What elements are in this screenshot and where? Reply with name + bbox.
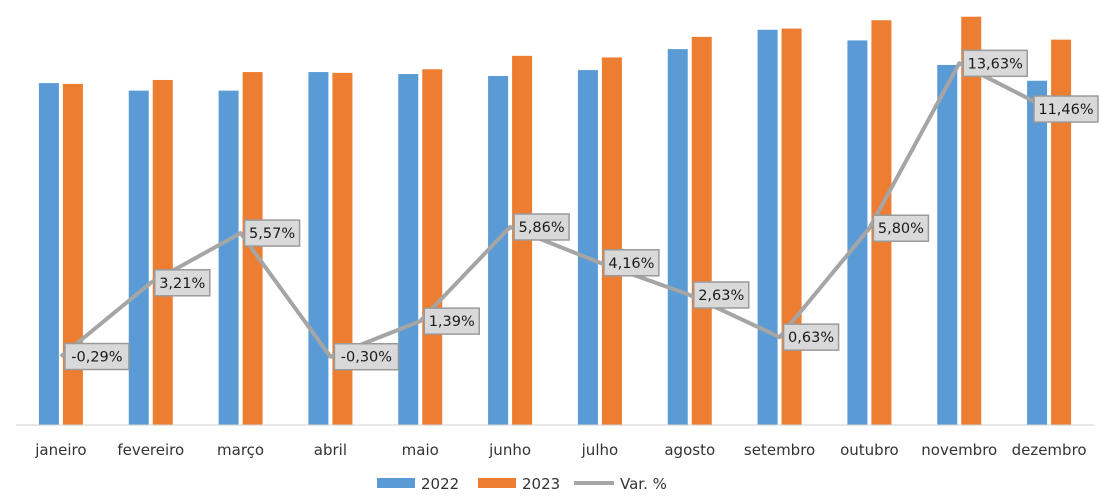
bar-2022-abril (308, 72, 329, 426)
legend-swatch (377, 478, 415, 488)
category-label: dezembro (1012, 441, 1087, 459)
data-label-text: 2,63% (698, 288, 744, 304)
legend: 2022 2023 Var. % (377, 475, 667, 493)
data-label-text: 5,57% (249, 226, 295, 242)
data-label-novembro: 13,63% (962, 49, 1028, 78)
category-label: fevereiro (117, 441, 184, 459)
data-label-junho: 5,86% (513, 213, 570, 241)
bar-2022-fevereiro (128, 90, 149, 425)
bar-2022-setembro (757, 29, 778, 426)
data-label-box (154, 269, 211, 297)
bar-2023-fevereiro (152, 79, 173, 425)
bar-2022-maio (398, 74, 419, 426)
category-label: janeiro (34, 441, 86, 459)
data-label-box (333, 342, 400, 371)
category-label: outubro (840, 441, 899, 459)
data-label-text: 13,63% (968, 56, 1023, 72)
bar-2022-dezembro (1027, 80, 1048, 425)
category-label: julho (581, 441, 619, 459)
category-label: setembro (744, 441, 815, 459)
data-label-abril: -0,30% (333, 342, 400, 371)
bar-2023-agosto (691, 36, 712, 425)
legend-label: 2022 (421, 475, 459, 493)
data-label-box (782, 323, 840, 351)
data-label-text: 5,86% (519, 220, 565, 236)
bar-2023-novembro (961, 16, 982, 425)
data-label-setembro: 0,63% (782, 323, 840, 351)
bar-2023-abril (332, 72, 353, 425)
variation-line (59, 61, 1050, 359)
bar-2023-setembro (781, 28, 802, 425)
legend-swatch (478, 478, 516, 488)
data-label-text: -0,30% (341, 350, 392, 366)
bar-2022-outubro (847, 40, 868, 425)
legend-item-Var. %: Var. % (574, 475, 667, 493)
data-label-text: 11,46% (1038, 102, 1093, 118)
category-label: março (217, 441, 264, 459)
category-label: maio (402, 441, 439, 459)
bar-2023-maio (422, 69, 443, 426)
data-label-box (64, 342, 130, 371)
category-label: novembro (921, 441, 997, 459)
variation-data-labels: -0,29% 3,21% 5,57% -0,30% 1,39% 5,86% 4,16% 2,6… (64, 49, 1099, 371)
data-label-agosto: 2,63% (693, 281, 750, 309)
category-label: agosto (664, 441, 715, 459)
legend-label: 2023 (522, 475, 560, 493)
bar-2022-julho (577, 70, 598, 426)
bar-2022-agosto (667, 49, 688, 425)
bar-2022-março (218, 90, 239, 425)
data-label-box (962, 49, 1028, 78)
legend-label: Var. % (620, 475, 667, 493)
data-label-dezembro: 11,46% (1033, 95, 1099, 123)
bars-layer (38, 16, 1072, 426)
data-label-outubro: 5,80% (872, 214, 930, 242)
data-label-maio: 1,39% (423, 307, 480, 335)
data-label-janeiro: -0,29% (64, 342, 130, 371)
data-label-text: 4,16% (608, 256, 654, 272)
bar-2023-julho (601, 57, 622, 426)
bar-2022-junho (488, 76, 509, 425)
data-label-box (603, 249, 660, 277)
category-label: abril (314, 441, 347, 459)
data-label-box (872, 214, 930, 242)
data-label-text: 1,39% (429, 314, 475, 330)
data-label-box (243, 219, 301, 247)
data-label-julho: 4,16% (603, 249, 660, 277)
bar-2023-dezembro (1051, 39, 1072, 426)
data-label-text: 0,63% (788, 330, 834, 346)
data-label-box (513, 213, 570, 241)
legend-item-2022: 2022 (377, 475, 459, 493)
data-label-março: 5,57% (243, 219, 301, 247)
data-label-text: 5,80% (878, 221, 924, 237)
bar-2022-janeiro (38, 83, 59, 425)
category-labels: janeiro fevereiro março abril maio junho julho… (34, 441, 1086, 459)
data-label-box (423, 307, 480, 335)
data-label-box (693, 281, 750, 309)
data-label-text: 3,21% (159, 276, 205, 292)
data-label-text: -0,29% (71, 350, 122, 366)
data-label-box (1033, 95, 1099, 123)
bar-2023-janeiro (62, 83, 83, 426)
bar-2022-novembro (937, 64, 958, 425)
category-label: junho (488, 441, 531, 459)
data-label-fevereiro: 3,21% (154, 269, 211, 297)
legend-item-2023: 2023 (478, 475, 560, 493)
variation-line-layer (59, 61, 1050, 359)
